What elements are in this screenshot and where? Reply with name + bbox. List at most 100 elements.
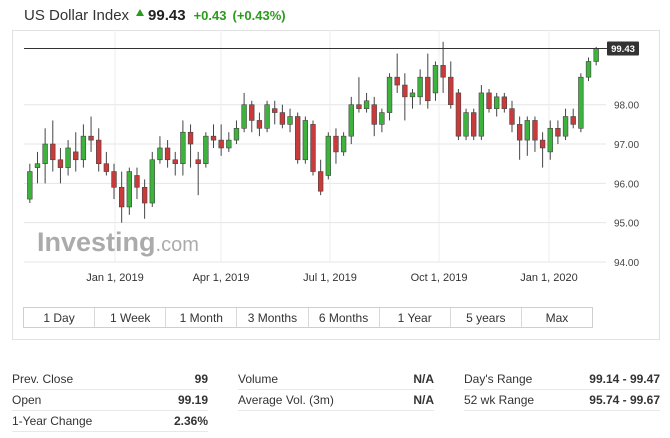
stat-label: 52 wk Range: [464, 393, 535, 407]
candle-down: [141, 186, 148, 204]
axis-labels: 94.00 95.00 96.00 97.00 98.00 Jan 1, 2019 Apr …: [86, 101, 639, 284]
y-tick-label: 94.00: [614, 258, 639, 269]
candle-down: [73, 151, 79, 161]
stat-value: 99.14 - 99.47: [589, 372, 660, 386]
stat-label: 1-Year Change: [12, 414, 93, 428]
investing-watermark: Investing.com: [37, 227, 199, 257]
stat-value: N/A: [413, 393, 434, 407]
candle-down: [210, 135, 217, 141]
candle-up: [478, 92, 485, 137]
y-tick-label: 97.00: [614, 140, 639, 151]
candle-up: [126, 171, 132, 208]
y-tick-label: 95.00: [614, 219, 639, 230]
candle-down: [256, 120, 263, 129]
stat-row: 52 wk Range 95.74 - 99.67: [464, 390, 660, 411]
stat-row: Volume N/A: [238, 369, 434, 390]
range-button-1-year[interactable]: 1 Year: [380, 308, 451, 327]
price-change: +0.43: [193, 7, 227, 23]
candle-down: [218, 139, 224, 149]
candle-up: [226, 139, 232, 149]
stat-value: 95.74 - 99.67: [589, 393, 660, 407]
candle-up: [494, 96, 500, 109]
candle-down: [455, 92, 462, 137]
stat-label: Prev. Close: [12, 372, 74, 386]
candle-up: [363, 100, 370, 109]
candle-down: [501, 96, 508, 109]
range-button-5-years[interactable]: 5 years: [451, 308, 522, 327]
stat-value: 99: [194, 372, 208, 386]
candle-up: [80, 135, 87, 161]
candle-up: [27, 171, 33, 200]
candle-down: [516, 124, 523, 141]
candle-up: [65, 147, 71, 168]
candle-up: [264, 104, 270, 129]
candle-down: [134, 175, 140, 188]
watermark-brand: Investing: [37, 227, 156, 257]
stats-column-2: Volume N/A Average Vol. (3m) N/A: [238, 369, 434, 411]
x-tick-label: Apr 1, 2019: [193, 272, 250, 284]
candle-up: [547, 128, 553, 153]
candle-down: [249, 104, 255, 121]
stat-value: N/A: [413, 372, 434, 386]
range-button-6-months[interactable]: 6 Months: [309, 308, 380, 327]
svg-text:Investing.com: Investing.com: [37, 227, 199, 257]
last-price-line: 99.43: [24, 41, 639, 56]
chart-grid: [24, 30, 606, 263]
candle-up: [203, 135, 209, 164]
price-up-arrow-icon: [136, 8, 145, 16]
range-button-1-day[interactable]: 1 Day: [24, 308, 96, 327]
range-button-1-month[interactable]: 1 Month: [166, 308, 238, 327]
x-tick-label: Jan 1, 2020: [520, 272, 578, 284]
stat-value: 2.36%: [173, 414, 208, 428]
last-price-tag: [607, 41, 639, 56]
candle-down: [111, 171, 117, 188]
x-tick-label: Jan 1, 2019: [86, 272, 144, 284]
stat-row: Average Vol. (3m) N/A: [238, 390, 434, 411]
quote-header: US Dollar Index 99.43 +0.43 (+0.43%): [24, 5, 286, 25]
candle-down: [356, 104, 362, 109]
stats-column-3: Day's Range 99.14 - 99.47 52 wk Range 95.74…: [464, 369, 660, 411]
candle-up: [34, 163, 41, 168]
candle-up: [417, 76, 423, 98]
range-button-3-months[interactable]: 3 Months: [237, 308, 309, 327]
candle-down: [509, 108, 515, 125]
candle-down: [570, 116, 576, 125]
candle-down: [172, 159, 178, 164]
candle-down: [532, 120, 538, 141]
last-price: 99.43: [148, 6, 186, 24]
watermark-suffix: .com: [156, 234, 199, 256]
candle-up: [432, 65, 439, 94]
candle-up: [593, 48, 599, 62]
candle-up: [149, 159, 155, 204]
stat-row: 1-Year Change 2.36%: [12, 411, 208, 432]
candle-down: [187, 131, 194, 145]
range-button-max[interactable]: Max: [545, 310, 569, 325]
candle-up: [585, 61, 592, 78]
stat-label: Volume: [238, 372, 279, 386]
x-tick-label: Oct 1, 2019: [411, 272, 468, 284]
candle-down: [425, 76, 431, 102]
stat-label: Open: [12, 393, 42, 407]
candle-down: [310, 124, 316, 172]
candle-down: [295, 116, 301, 161]
candle-down: [555, 128, 561, 137]
candle-up: [180, 131, 186, 164]
x-tick-label: Jul 1, 2019: [303, 272, 357, 284]
candle-down: [57, 159, 64, 168]
candle-up: [524, 120, 530, 141]
candle-up: [340, 135, 347, 153]
candle-up: [157, 147, 163, 161]
y-tick-label: 96.00: [614, 179, 639, 190]
instrument-title: US Dollar Index: [24, 6, 130, 24]
stat-row: Day's Range 99.14 - 99.47: [464, 369, 660, 390]
range-button-1-week[interactable]: 1 Week: [95, 308, 167, 327]
candle-down: [317, 171, 324, 192]
candle-up: [233, 128, 240, 141]
candle-down: [118, 186, 125, 208]
candle-down: [88, 135, 94, 141]
candle-up: [325, 135, 331, 176]
candle-up: [241, 104, 247, 129]
candle-down: [272, 108, 278, 113]
candle-up: [562, 116, 569, 137]
stats-column-1: Prev. Close 99 Open 99.19 1-Year Change 2.36%: [12, 369, 208, 432]
